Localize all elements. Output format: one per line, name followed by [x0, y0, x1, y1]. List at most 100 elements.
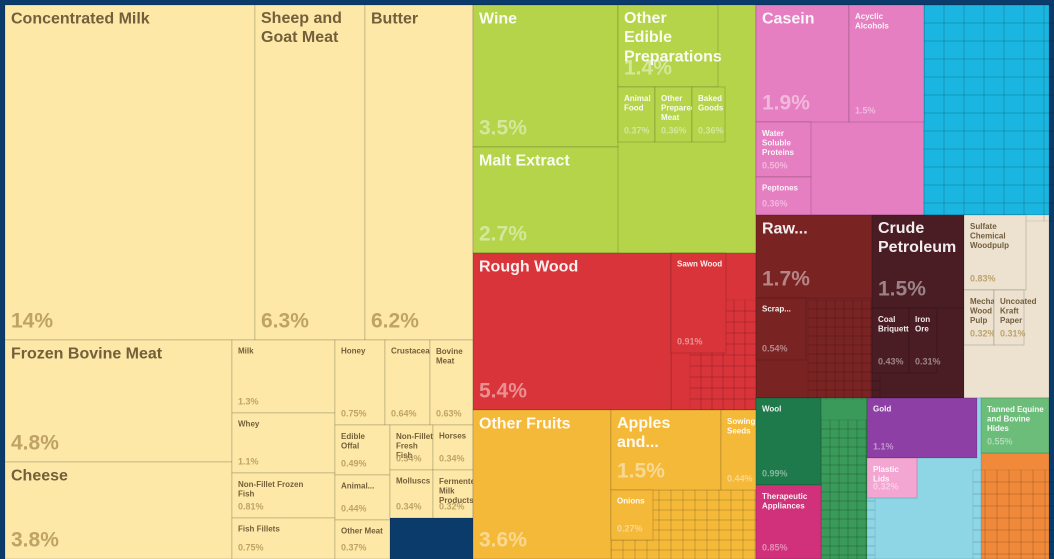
small-tile — [983, 112, 1005, 132]
small-tile — [733, 343, 746, 356]
small-tile — [963, 148, 985, 168]
small-tile — [825, 344, 836, 355]
small-tile — [807, 299, 818, 310]
small-tile — [622, 549, 636, 559]
small-tile — [996, 469, 1010, 483]
small-tile — [1043, 112, 1054, 132]
small-tile — [658, 539, 672, 551]
small-tile — [943, 94, 965, 114]
region — [923, 4, 1050, 216]
small-tile — [1003, 94, 1025, 114]
tile — [231, 339, 336, 414]
small-tile — [1023, 22, 1045, 42]
small-tile — [843, 362, 854, 373]
tile — [871, 214, 965, 309]
tile-label: Animal... — [341, 482, 374, 491]
small-tile — [700, 354, 713, 367]
tile-value: 1.4% — [624, 56, 672, 79]
small-tile — [829, 428, 840, 439]
small-tile — [682, 509, 696, 521]
tile-value: 3.8% — [11, 528, 59, 551]
small-tile — [1008, 481, 1022, 495]
small-tile — [682, 499, 696, 511]
small-tile — [996, 517, 1010, 531]
small-tile — [847, 446, 858, 457]
tile-value: 14% — [11, 309, 53, 332]
small-tile — [861, 389, 872, 400]
small-tile — [816, 308, 827, 319]
tile-value: 6.3% — [261, 309, 309, 332]
tile — [4, 339, 233, 463]
tile — [963, 289, 995, 346]
small-tile — [847, 509, 858, 520]
tile — [472, 409, 612, 559]
tile-value: 0.31% — [915, 356, 941, 366]
small-tile — [983, 130, 1005, 150]
tile-label: Non-Fillet Fresh Fish — [396, 432, 433, 460]
small-tile — [847, 554, 858, 559]
small-tile — [1032, 529, 1046, 543]
small-tile — [856, 428, 867, 439]
tile — [755, 176, 812, 216]
tile-value: 3.6% — [479, 528, 527, 551]
small-tile — [733, 376, 746, 389]
small-tile — [730, 509, 744, 521]
small-tile — [972, 481, 986, 495]
small-tile — [838, 428, 849, 439]
small-tile — [744, 354, 757, 367]
tile-value: 1.3% — [238, 396, 259, 406]
small-tile — [943, 130, 965, 150]
small-tile — [744, 376, 757, 389]
small-tile — [847, 437, 858, 448]
small-tile — [984, 529, 998, 543]
small-tile — [829, 437, 840, 448]
small-tile — [1020, 469, 1034, 483]
small-tile — [834, 371, 845, 382]
small-tile — [733, 354, 746, 367]
tile-value: 0.36% — [698, 125, 724, 135]
small-tile — [807, 353, 818, 364]
tile-label: Other Edible Preparations — [624, 10, 722, 65]
tile — [389, 469, 434, 519]
small-tile — [847, 473, 858, 484]
small-tile — [847, 428, 858, 439]
small-tile — [1020, 553, 1034, 559]
small-tile — [983, 166, 1005, 186]
small-tile — [658, 549, 672, 559]
small-tile — [706, 519, 720, 531]
tile — [254, 4, 366, 341]
small-tile — [807, 317, 818, 328]
small-tile — [722, 376, 735, 389]
small-tile — [718, 499, 732, 511]
small-tile — [670, 519, 684, 531]
small-tile — [816, 344, 827, 355]
small-tile — [1008, 505, 1022, 519]
small-tile — [1043, 76, 1054, 96]
tile — [755, 121, 812, 178]
tile-value: 0.44% — [341, 503, 367, 513]
small-tile — [1023, 94, 1045, 114]
small-tile — [1032, 493, 1046, 507]
small-tile — [1003, 22, 1025, 42]
tile — [963, 214, 1027, 291]
small-tile — [825, 317, 836, 328]
tile — [610, 409, 722, 491]
small-tile — [1044, 517, 1054, 531]
small-tile — [829, 518, 840, 529]
small-tile — [838, 464, 849, 475]
tile-value: 0.49% — [341, 458, 367, 468]
tile-label: Butter — [371, 10, 418, 27]
small-tile — [1020, 505, 1034, 519]
small-tile — [1032, 553, 1046, 559]
small-tile — [943, 112, 965, 132]
small-tile — [856, 419, 867, 430]
small-tile — [972, 541, 986, 555]
small-tile — [1008, 541, 1022, 555]
small-tile — [682, 519, 696, 531]
tile-value: 0.75% — [238, 542, 264, 552]
small-tile — [744, 365, 757, 378]
tile — [231, 517, 336, 559]
small-tile — [963, 130, 985, 150]
region — [820, 397, 868, 559]
